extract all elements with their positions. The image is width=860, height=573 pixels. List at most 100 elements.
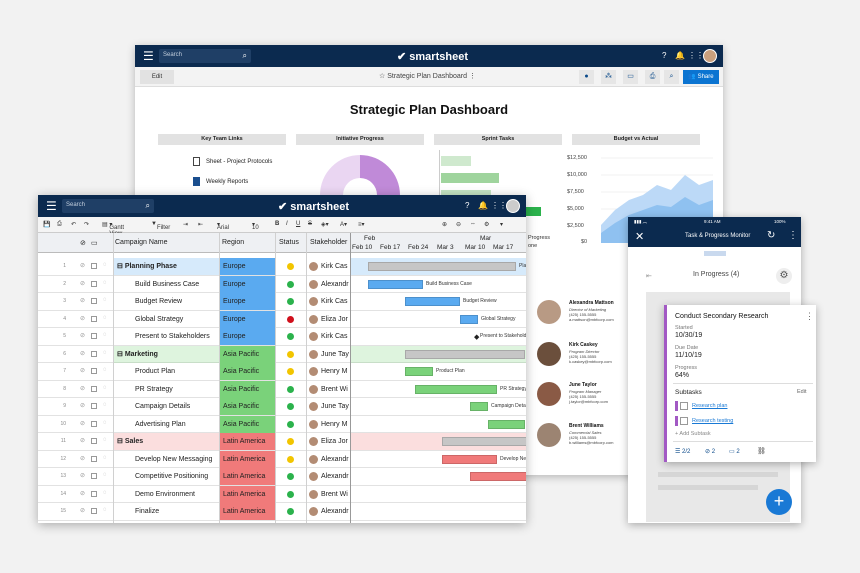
bold-icon[interactable]: B: [275, 221, 280, 227]
reminder-icon[interactable]: ◌: [103, 437, 107, 443]
reminder-icon[interactable]: ◌: [103, 262, 107, 268]
save-icon[interactable]: 💾: [43, 222, 51, 228]
attachment-icon[interactable]: ⊘: [80, 263, 86, 269]
zoom-out-icon[interactable]: ⊖: [456, 222, 462, 228]
region-cell[interactable]: Latin America: [219, 485, 275, 503]
gantt-bar[interactable]: [488, 419, 525, 429]
subtask-checkbox[interactable]: [680, 417, 688, 425]
comment-icon[interactable]: [91, 490, 97, 497]
campaign-name-cell[interactable]: PR Strategy: [135, 385, 173, 393]
region-cell[interactable]: Latin America: [219, 468, 275, 485]
attachment-icon[interactable]: ⊘: [80, 420, 86, 427]
indent-icon[interactable]: ⇥: [183, 222, 189, 228]
align-icon[interactable]: ≡▾: [358, 222, 365, 228]
table-row[interactable]: 5 ⊘ ◌ Present to Stakeholders Europe Kirk Cas…: [38, 328, 526, 346]
font-dropdown[interactable]: Arial ▾: [217, 222, 230, 231]
menu-icon[interactable]: ☰: [46, 199, 57, 213]
stakeholder-cell[interactable]: Alexandr: [308, 451, 350, 468]
reminder-icon[interactable]: ◌: [103, 489, 107, 496]
collapse-icon[interactable]: ⊟: [117, 350, 125, 358]
comment-icon[interactable]: [91, 403, 97, 409]
filter-button[interactable]: ▼ Filter: [151, 221, 171, 231]
link-icon[interactable]: ⛓: [757, 448, 766, 455]
campaign-name-cell[interactable]: ⊟ Marketing: [113, 345, 219, 363]
reminder-icon[interactable]: ◌: [103, 384, 107, 391]
subtask-link[interactable]: Research testing: [692, 418, 734, 424]
attachment-icon[interactable]: ⊘: [80, 403, 86, 409]
campaign-name-cell[interactable]: Build Business Case: [135, 280, 200, 288]
status-indicator[interactable]: [287, 368, 294, 375]
attachment-icon[interactable]: ⊘: [80, 473, 86, 479]
search-icon[interactable]: ⌕: [242, 51, 247, 60]
collapse-icon[interactable]: ⊟: [117, 263, 125, 270]
stakeholder-cell[interactable]: Eliza Jor: [308, 433, 350, 450]
stakeholder-cell[interactable]: Alexandr: [308, 468, 350, 485]
zoom-icon[interactable]: ⌕: [664, 70, 679, 84]
table-row[interactable]: 13 ⊘ ◌ Competitive Positioning Latin America…: [38, 468, 526, 486]
table-row[interactable]: 7 ⊘ ◌ Product Plan Asia Pacific Henry M Produc…: [38, 363, 526, 381]
comment-icon[interactable]: [91, 473, 97, 479]
region-cell[interactable]: Latin America: [219, 450, 275, 468]
notifications-icon[interactable]: 🔔: [675, 51, 685, 60]
reminder-icon[interactable]: ◌: [103, 367, 107, 373]
stakeholder-cell[interactable]: Henry M: [308, 416, 350, 433]
attachment-icon[interactable]: ⊘: [80, 350, 86, 357]
attachment-icon[interactable]: ⊘: [80, 385, 86, 392]
outdent-icon[interactable]: ⇤: [198, 222, 204, 228]
stakeholder-cell[interactable]: Eliza Jor: [308, 311, 350, 328]
gantt-bar[interactable]: [368, 262, 516, 271]
apps-grid-icon[interactable]: ⋮⋮: [688, 51, 704, 60]
comment-icon[interactable]: [91, 263, 97, 269]
attachment-icon[interactable]: ⊘: [80, 490, 86, 497]
strikethrough-icon[interactable]: S: [308, 221, 313, 227]
add-subtask-link[interactable]: + Add Subtask: [675, 431, 711, 437]
table-row[interactable]: 3 ⊘ ◌ Budget Review Europe Kirk Cas Budget Rev…: [38, 293, 526, 311]
campaign-name-cell[interactable]: Present to Stakeholders: [135, 333, 210, 340]
menu-icon[interactable]: ☰: [143, 49, 154, 63]
stakeholder-cell[interactable]: June Tay: [308, 398, 350, 415]
font-size-dropdown[interactable]: 10 ▾: [252, 222, 259, 231]
stakeholder-cell[interactable]: Brent Wi: [308, 381, 350, 398]
status-indicator[interactable]: [287, 508, 294, 515]
table-row[interactable]: 12 ⊘ ◌ Develop New Messaging Latin America Al…: [38, 450, 526, 468]
status-indicator[interactable]: [287, 438, 294, 445]
help-icon[interactable]: ?: [465, 201, 470, 210]
attachment-icon[interactable]: ⊘: [80, 508, 86, 514]
reminder-icon[interactable]: ◌: [103, 297, 107, 303]
comment-icon[interactable]: [91, 298, 97, 304]
comments-count[interactable]: ▭ 2: [729, 449, 740, 455]
comment-icon[interactable]: [91, 368, 97, 374]
region-cell[interactable]: Asia Pacific: [219, 345, 275, 363]
table-row[interactable]: 11 ⊘ ◌ ⊟ Sales Latin America Eliza Jor: [38, 433, 526, 451]
campaign-name-cell[interactable]: Product Plan: [135, 368, 176, 375]
gantt-bar[interactable]: [405, 349, 525, 359]
subtasks-edit-link[interactable]: Edit: [797, 389, 807, 395]
attachment-icon[interactable]: ⊘: [80, 333, 86, 339]
task-card[interactable]: Conduct Secondary Research ⋮ Started 10/…: [664, 305, 816, 462]
region-cell[interactable]: Europe: [219, 328, 275, 345]
expand-icon[interactable]: ⇔: [470, 221, 476, 227]
status-indicator[interactable]: [287, 280, 294, 288]
gantt-bar[interactable]: [470, 402, 488, 411]
search-icon[interactable]: ⌕: [145, 201, 150, 210]
campaign-name-cell[interactable]: ⊟ Sales: [113, 433, 219, 450]
status-indicator[interactable]: [287, 315, 294, 323]
status-indicator[interactable]: [287, 403, 294, 410]
redo-icon[interactable]: ↷: [84, 222, 90, 228]
campaign-name-cell[interactable]: ⊟ Planning Phase: [113, 258, 219, 275]
gantt-bar[interactable]: [460, 314, 478, 324]
attachment-icon[interactable]: ⊘: [80, 298, 86, 304]
reminder-icon[interactable]: ◌: [103, 279, 107, 286]
stakeholder-cell[interactable]: Kirk Cas: [308, 293, 350, 310]
reminder-icon[interactable]: ◌: [103, 454, 107, 461]
gantt-bar[interactable]: [442, 437, 526, 446]
link-weekly-reports[interactable]: Weekly Reports: [193, 177, 248, 186]
gantt-bar[interactable]: [470, 472, 526, 481]
status-indicator[interactable]: [287, 473, 294, 480]
region-cell[interactable]: Asia Pacific: [219, 415, 275, 433]
subtask-link[interactable]: Research plan: [692, 403, 728, 409]
status-indicator[interactable]: [287, 385, 294, 393]
gantt-bar[interactable]: [405, 367, 433, 376]
